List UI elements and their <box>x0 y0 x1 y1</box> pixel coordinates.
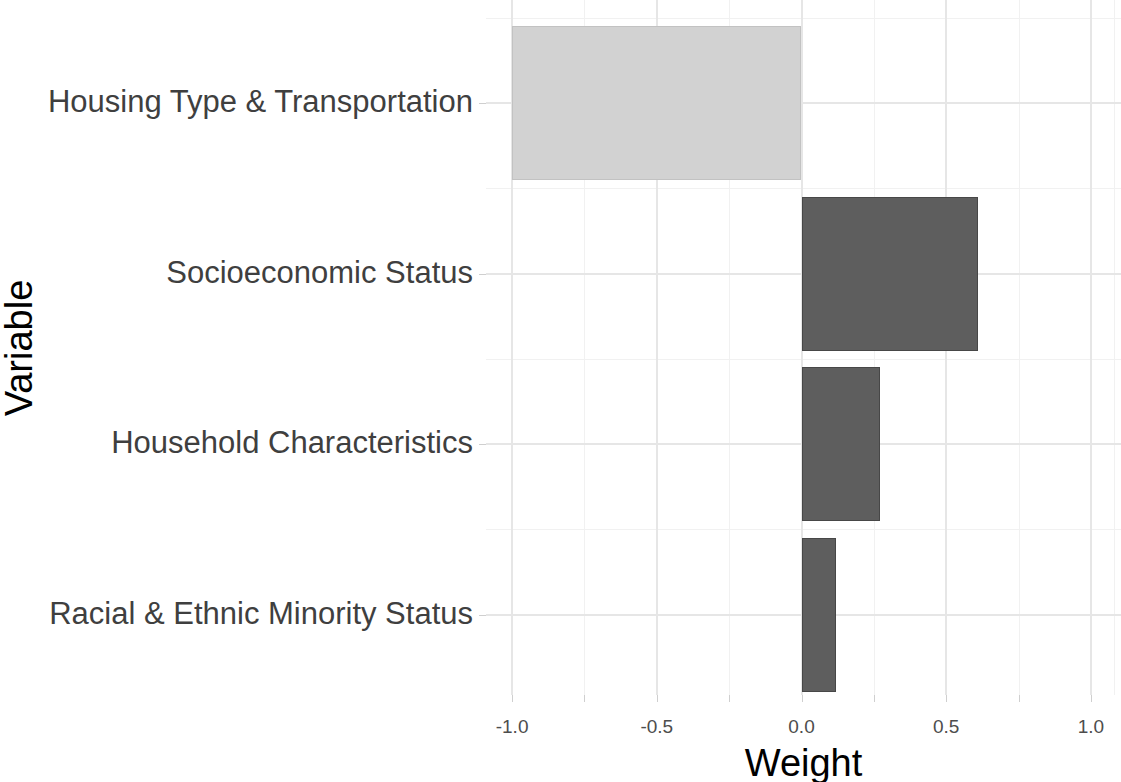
x-minor-gridline <box>1114 0 1115 695</box>
y-axis-tick <box>479 274 486 275</box>
x-axis-tick <box>1019 695 1020 702</box>
y-category-label: Socioeconomic Status <box>0 255 473 291</box>
y-minor-gridline <box>486 529 1121 530</box>
x-tick-label: -1.0 <box>496 716 529 738</box>
x-axis-tick <box>512 695 513 702</box>
x-axis-tick <box>657 695 658 702</box>
y-minor-gridline <box>486 18 1121 19</box>
y-category-label: Housing Type & Transportation <box>0 84 473 120</box>
x-axis-title: Weight <box>486 742 1121 782</box>
x-axis-tick <box>946 695 947 702</box>
plot-panel <box>486 0 1121 695</box>
x-minor-gridline <box>1019 0 1020 695</box>
y-category-label: Household Characteristics <box>0 425 473 461</box>
y-minor-gridline <box>486 359 1121 360</box>
y-axis-tick <box>479 615 486 616</box>
x-axis-tick <box>1091 695 1092 702</box>
x-tick-label: 0.5 <box>933 716 959 738</box>
x-axis-tick <box>729 695 730 702</box>
bar <box>802 538 837 692</box>
bar-chart-figure: Variable Housing Type & Transportation So… <box>0 0 1121 782</box>
x-tick-label: 1.0 <box>1078 716 1104 738</box>
x-major-gridline <box>1090 0 1092 695</box>
x-axis-tick <box>802 695 803 702</box>
x-axis-tick <box>874 695 875 702</box>
x-tick-label: 0.0 <box>788 716 814 738</box>
bar <box>802 197 979 351</box>
y-category-label: Racial & Ethnic Minority Status <box>0 596 473 632</box>
x-axis-tick <box>584 695 585 702</box>
y-axis-title: Variable <box>0 280 41 417</box>
x-tick-label: -0.5 <box>640 716 673 738</box>
y-axis-tick <box>479 444 486 445</box>
y-axis-tick <box>479 103 486 104</box>
y-minor-gridline <box>486 188 1121 189</box>
bar <box>802 367 880 521</box>
bar <box>512 26 801 180</box>
